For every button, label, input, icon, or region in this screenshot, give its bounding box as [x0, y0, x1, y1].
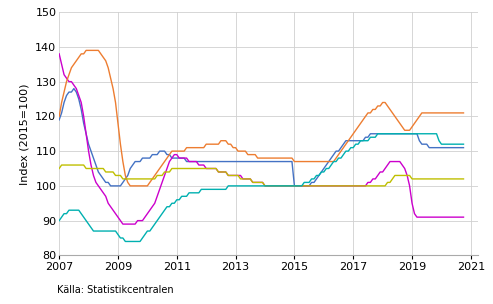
- Text: Källa: Statistikcentralen: Källa: Statistikcentralen: [57, 285, 174, 295]
- Y-axis label: Index (2015=100): Index (2015=100): [20, 83, 30, 185]
